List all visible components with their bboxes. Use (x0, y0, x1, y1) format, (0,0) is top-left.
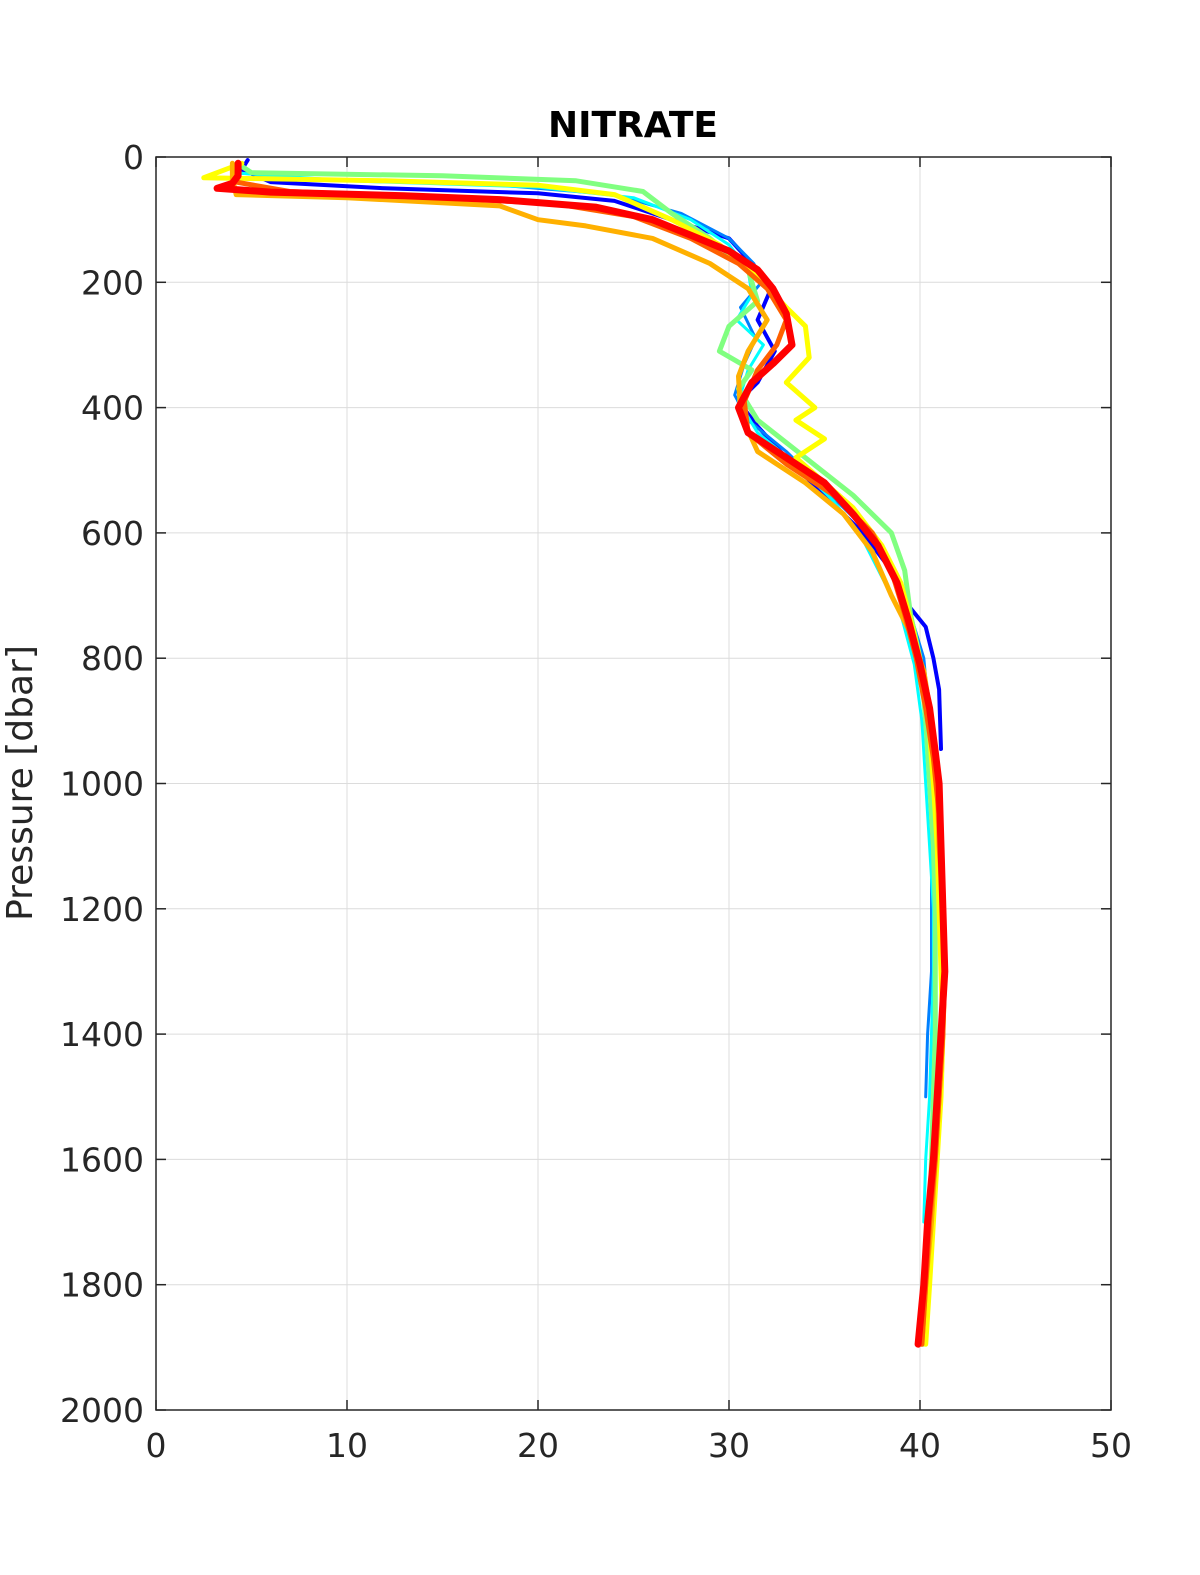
y-tick-label: 1200 (60, 890, 144, 929)
series-line-7 (233, 160, 948, 1347)
x-tick-label: 40 (899, 1426, 941, 1465)
x-tick-label: 50 (1090, 1426, 1132, 1465)
y-tick-label: 2000 (60, 1391, 144, 1430)
y-tick-label: 0 (123, 138, 144, 177)
x-tick-label: 30 (708, 1426, 750, 1465)
y-tick-label: 1600 (60, 1140, 144, 1179)
grid-lines (155, 156, 1112, 1411)
y-tick-label: 1400 (60, 1015, 144, 1054)
series-line-3 (230, 160, 935, 1224)
x-tick-labels: 0 10 20 30 40 50 (146, 1426, 1133, 1465)
y-tick-label: 800 (81, 639, 144, 678)
y-tick-labels: 0 200 400 600 800 1000 1200 1400 1600 1800 2000 (60, 138, 144, 1430)
series-lines (201, 158, 949, 1348)
series-line-4 (239, 163, 938, 1347)
series-line-2 (234, 161, 933, 1099)
y-tick-label: 1800 (60, 1266, 144, 1305)
y-tick-label: 200 (81, 263, 144, 302)
tick-marks (155, 156, 1112, 1411)
y-tick-label: 1000 (60, 765, 144, 804)
series-line-5 (201, 160, 946, 1347)
y-tick-label: 600 (81, 514, 144, 553)
series-line-8 (213, 159, 949, 1348)
y-axis-label: Pressure [dbar] (0, 645, 41, 921)
x-tick-label: 10 (326, 1426, 368, 1465)
y-tick-label: 400 (81, 389, 144, 428)
chart-title: NITRATE (548, 105, 718, 146)
x-tick-label: 20 (517, 1426, 559, 1465)
series-line-6 (229, 160, 948, 1347)
x-tick-label: 0 (146, 1426, 167, 1465)
